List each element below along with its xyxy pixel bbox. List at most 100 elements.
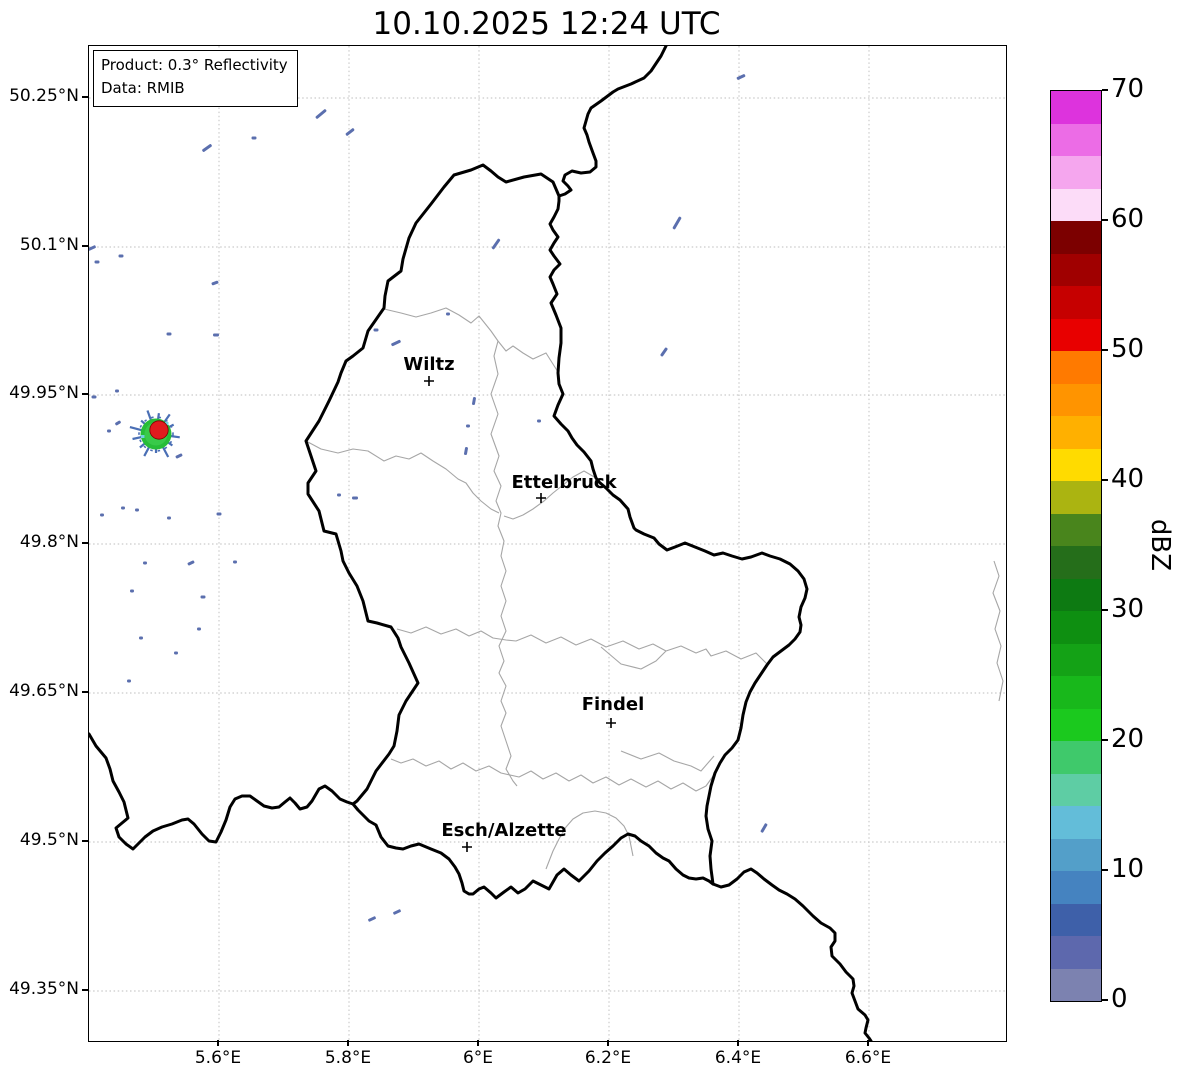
lon-tick-label: 5.8°E [324,1048,372,1068]
canton-border [396,626,768,665]
lat-tick-mark [82,840,88,842]
colorbar-tick-mark [1102,479,1108,481]
colorbar-tick-mark [1102,609,1108,611]
colorbar-tick-label: 70 [1111,74,1145,104]
colorbar-segment [1051,91,1101,124]
lon-tick-mark [867,1040,869,1046]
clutter-speck [94,260,100,264]
data-source-line: Data: RMIB [101,79,185,98]
clutter-speck [216,512,222,516]
clutter-speck [393,909,401,915]
colorbar-tick-mark [1102,89,1108,91]
lat-tick-mark [82,542,88,544]
clutter-speck [466,424,470,428]
lat-tick-label: 50.1°N [19,235,79,255]
clutter-speck [352,496,358,500]
city-label: Findel [582,694,645,715]
canton-border [600,646,667,670]
city-markers-layer: Wiltz Ettelbruck Findel Esch/Alzette [403,354,644,852]
clutter-speck [446,312,450,316]
clutter-speck [130,589,134,593]
canton-border [503,470,597,520]
map-plot-area: Wiltz Ettelbruck Findel Esch/Alzette Produc… [88,45,1007,1042]
belgium-germany-border [557,46,668,198]
clutter-speck [115,389,119,393]
lon-tick-mark [217,1040,219,1046]
clutter-speck [89,245,96,251]
clutter-speck [373,328,379,332]
colorbar-segment [1051,968,1101,1001]
clutter-speck [143,561,147,565]
colorbar-segment [1051,253,1101,286]
product-info-box: Product: 0.3° Reflectivity Data: RMIB [93,50,298,107]
canton-border [490,340,518,787]
city-marker [536,493,546,503]
radar-site [129,410,180,458]
radar-blue-ring [138,416,174,452]
clutter-speck [135,508,139,512]
canton-borders-layer [305,307,1004,870]
colorbar-segment [1051,351,1101,384]
colorbar-segment [1051,513,1101,546]
clutter-speck [107,429,111,433]
clutter-speck [760,823,768,833]
radar-site-echo [129,410,180,458]
clutter-speck [211,280,219,286]
colorbar-segment [1051,903,1101,936]
clutter-speck [121,506,125,510]
colorbar-unit-label: dBZ [1145,518,1175,572]
colorbar-segment [1051,416,1101,449]
city-label: Esch/Alzette [441,820,566,841]
colorbar-segment [1051,221,1101,254]
clutter-speck [391,339,401,347]
clutter-speck [127,679,131,683]
colorbar-segment [1051,286,1101,319]
clutter-speck [660,347,668,357]
france-germany-border [711,867,873,1041]
colorbar-tick-label: 20 [1111,724,1145,754]
clutter-speck [233,560,237,564]
lat-tick-mark [82,96,88,98]
colorbar-segment [1051,806,1101,839]
colorbar-segment [1051,936,1101,969]
lon-tick-mark [737,1040,739,1046]
plot-title: 10.10.2025 12:24 UTC [372,6,721,42]
clutter-speck [736,74,746,80]
city-label: Wiltz [403,354,454,375]
colorbar-tick-mark [1102,739,1108,741]
canton-border [390,758,716,792]
colorbar-segment [1051,773,1101,806]
clutter-speck [197,627,201,631]
colorbar-segment [1051,676,1101,709]
clutter-speck [174,651,178,655]
lat-tick-mark [82,691,88,693]
colorbar-segment [1051,383,1101,416]
canton-border [545,810,634,870]
clutter-speck [200,595,206,599]
clutter-speck [672,216,682,230]
clutter-speck [345,128,355,136]
lat-tick-label: 49.8°N [19,532,79,552]
city-label: Ettelbruck [511,472,617,493]
colorbar-tick-mark [1102,869,1108,871]
colorbar-segment [1051,156,1101,189]
lon-tick-mark [607,1040,609,1046]
clutter-speck [202,144,212,152]
colorbar-segment [1051,643,1101,676]
clutter-speck [187,560,195,566]
lon-tick-label: 6.6°E [844,1048,892,1068]
clutter-speck [115,420,121,426]
belgium-france-border [89,732,355,851]
clutter-speck [100,513,104,517]
clutter-speck [315,109,327,119]
clutter-speck [251,136,257,140]
grid-layer [89,46,1006,1041]
lat-tick-mark [82,393,88,395]
colorbar-tick-label: 10 [1111,854,1145,884]
lat-tick-label: 50.25°N [9,86,79,106]
lat-tick-mark [82,245,88,247]
colorbar-tick-label: 50 [1111,334,1145,364]
clutter-speck [167,516,171,520]
colorbar-segment [1051,741,1101,774]
colorbar-tick-label: 40 [1111,464,1145,494]
